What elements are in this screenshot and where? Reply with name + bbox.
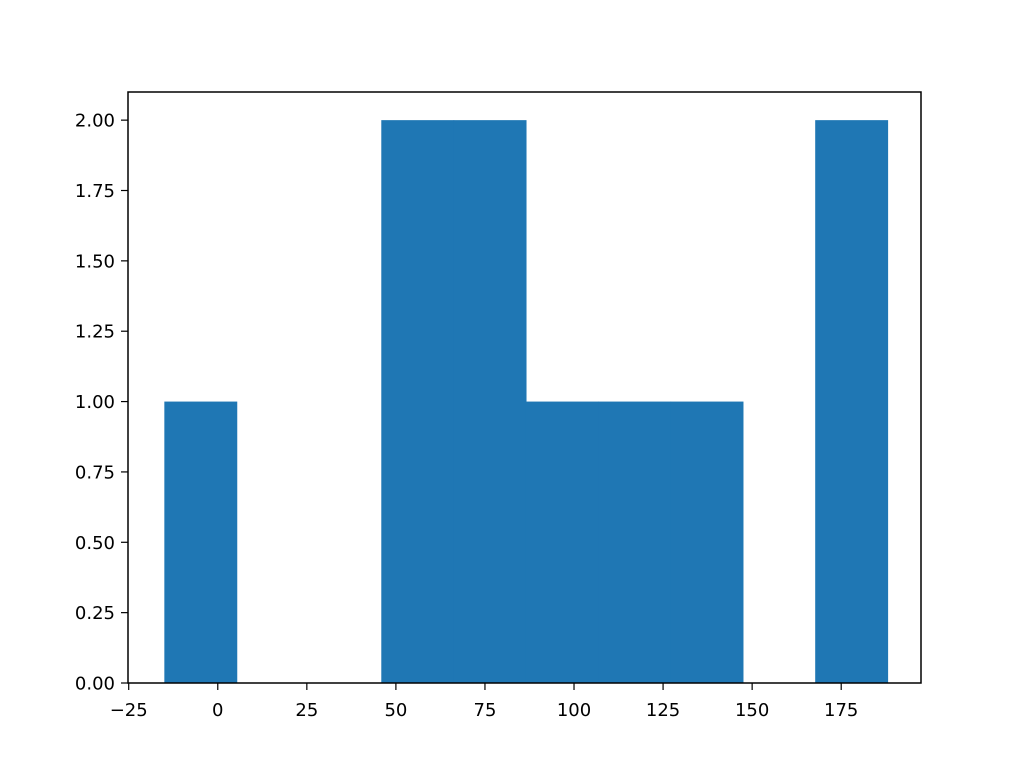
y-tick-label: 2.00 — [75, 111, 115, 132]
x-axis: −25 0 25 50 75 100 125 150 175 — [110, 683, 858, 721]
y-tick-label: 1.75 — [75, 181, 115, 202]
y-tick-label: 0.00 — [75, 674, 115, 695]
plot-frame — [127, 91, 922, 684]
x-tick-label: 75 — [474, 700, 497, 721]
y-tick-label: 0.25 — [75, 603, 115, 624]
histogram-bar-4 — [453, 120, 527, 683]
bars-group — [164, 120, 889, 683]
y-tick-label: 1.25 — [75, 322, 115, 343]
x-tick-label: 50 — [384, 700, 407, 721]
histogram-bar-3 — [381, 120, 455, 683]
histogram-bar-9 — [815, 120, 889, 683]
x-tick-label: 25 — [295, 700, 318, 721]
histogram-bar-5 — [525, 401, 599, 683]
x-tick-label: 125 — [646, 700, 680, 721]
x-tick-label: 150 — [735, 700, 769, 721]
x-tick-label: −25 — [110, 700, 148, 721]
y-axis: 0.00 0.25 0.50 0.75 1.00 1.25 1.50 1.75 2.00 — [75, 111, 128, 695]
y-tick-label: 1.00 — [75, 392, 115, 413]
histogram-bar-7 — [670, 401, 744, 683]
histogram-bar-0 — [164, 401, 238, 683]
x-tick-label: 100 — [557, 700, 591, 721]
y-tick-label: 0.75 — [75, 462, 115, 483]
y-tick-label: 0.50 — [75, 533, 115, 554]
x-tick-label: 0 — [212, 700, 223, 721]
x-tick-label: 175 — [824, 700, 858, 721]
histogram-bar-6 — [598, 401, 672, 683]
y-tick-label: 1.50 — [75, 251, 115, 272]
